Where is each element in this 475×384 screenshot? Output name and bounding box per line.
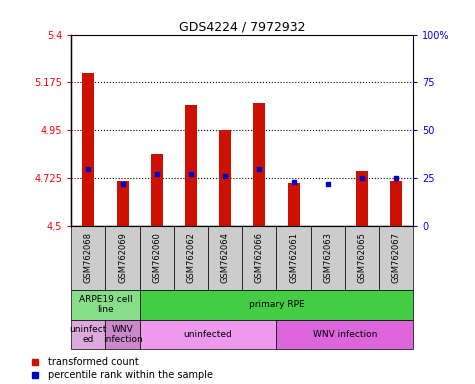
- Bar: [71, 290, 140, 319]
- Text: uninfected: uninfected: [184, 330, 232, 339]
- Bar: [287, 184, 300, 226]
- Text: WNV infection: WNV infection: [313, 330, 377, 339]
- Text: GSM762069: GSM762069: [118, 233, 127, 283]
- Text: WNV
infection: WNV infection: [103, 325, 142, 344]
- Bar: [140, 226, 174, 290]
- Text: transformed count: transformed count: [48, 357, 139, 367]
- Bar: [140, 319, 276, 349]
- Text: GSM762065: GSM762065: [358, 233, 366, 283]
- Text: GSM762061: GSM762061: [289, 233, 298, 283]
- Bar: [71, 319, 105, 349]
- Text: GSM762060: GSM762060: [152, 233, 161, 283]
- Bar: [71, 226, 105, 290]
- Bar: [105, 319, 140, 349]
- Text: GSM762063: GSM762063: [323, 232, 332, 283]
- Text: primary RPE: primary RPE: [248, 300, 304, 309]
- Bar: [345, 226, 379, 290]
- Text: uninfect
ed: uninfect ed: [70, 325, 107, 344]
- Bar: [82, 73, 95, 226]
- Bar: [174, 226, 208, 290]
- Bar: [379, 226, 413, 290]
- Text: percentile rank within the sample: percentile rank within the sample: [48, 370, 213, 381]
- Bar: [276, 319, 413, 349]
- Bar: [253, 103, 266, 226]
- Text: ARPE19 cell
line: ARPE19 cell line: [79, 295, 132, 314]
- Bar: [105, 226, 140, 290]
- Bar: [208, 226, 242, 290]
- Text: GSM762064: GSM762064: [221, 233, 229, 283]
- Bar: [219, 130, 231, 226]
- Title: GDS4224 / 7972932: GDS4224 / 7972932: [179, 20, 305, 33]
- Bar: [390, 181, 402, 226]
- Text: GSM762067: GSM762067: [392, 232, 400, 283]
- Text: GSM762062: GSM762062: [187, 233, 195, 283]
- Text: GSM762066: GSM762066: [255, 232, 264, 283]
- Bar: [242, 226, 276, 290]
- Text: GSM762068: GSM762068: [84, 232, 93, 283]
- Bar: [140, 290, 413, 319]
- Bar: [311, 226, 345, 290]
- Bar: [276, 226, 311, 290]
- Bar: [185, 105, 197, 226]
- Bar: [356, 171, 368, 226]
- Bar: [151, 154, 163, 226]
- Bar: [116, 181, 129, 226]
